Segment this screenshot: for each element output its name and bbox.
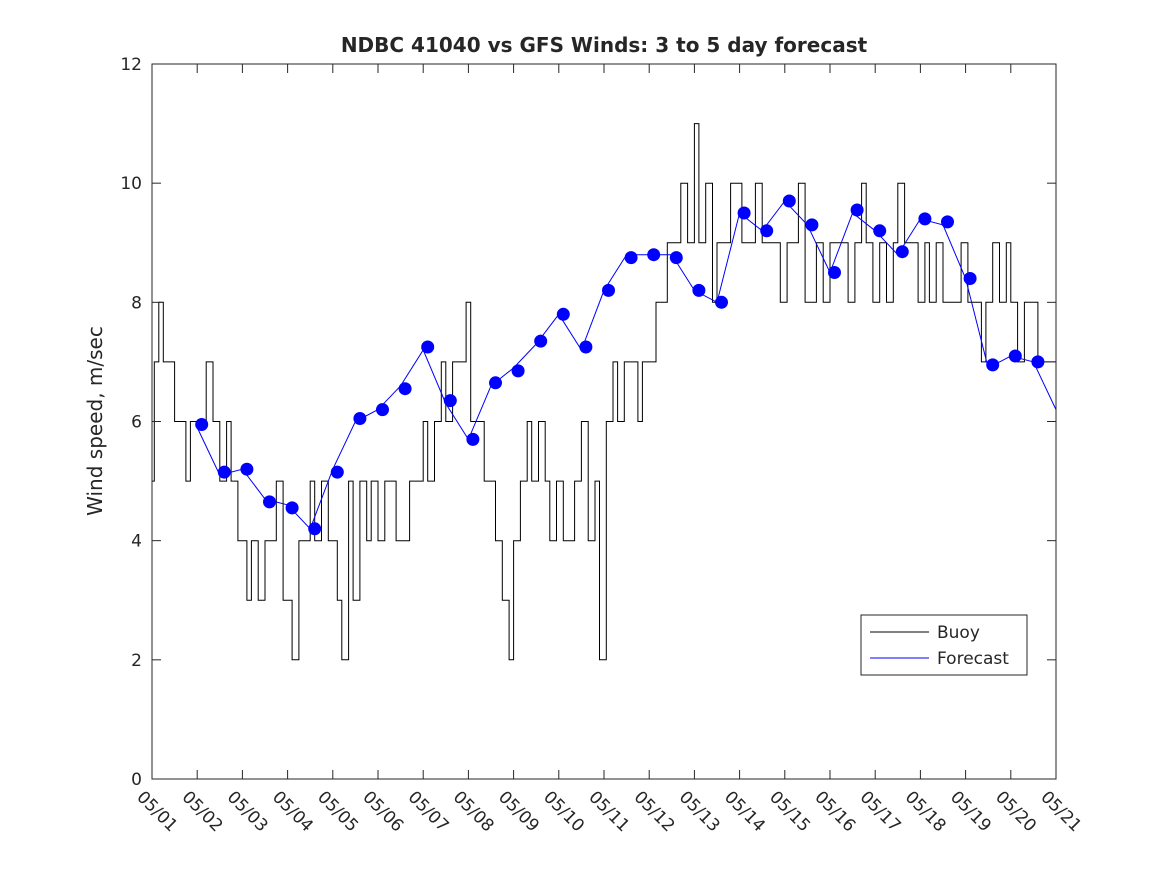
y-tick-label: 2 xyxy=(131,651,142,671)
forecast-point xyxy=(534,334,548,348)
forecast-point xyxy=(850,203,864,217)
y-tick-label: 6 xyxy=(131,413,142,433)
chart-title: NDBC 41040 vs GFS Winds: 3 to 5 day fore… xyxy=(341,33,868,57)
forecast-point xyxy=(602,283,615,297)
forecast-point xyxy=(669,251,683,265)
forecast-point xyxy=(263,495,276,509)
forecast-point xyxy=(376,403,389,417)
forecast-point xyxy=(511,364,525,378)
forecast-point xyxy=(873,224,887,238)
forecast-point xyxy=(217,465,231,479)
legend: Buoy Forecast xyxy=(860,614,1028,676)
forecast-point xyxy=(782,194,796,208)
forecast-point xyxy=(285,501,299,515)
y-tick-label: 12 xyxy=(120,55,142,75)
forecast-point xyxy=(579,340,593,354)
forecast-point xyxy=(715,295,728,309)
buoy-series-line xyxy=(152,123,1056,661)
forecast-point xyxy=(443,394,457,408)
forecast-point xyxy=(895,245,909,259)
forecast-point xyxy=(828,266,841,279)
series-layer xyxy=(152,123,1057,661)
forecast-point xyxy=(692,283,706,297)
forecast-point xyxy=(918,212,932,226)
y-tick-label: 10 xyxy=(120,174,142,194)
legend-buoy-label: Buoy xyxy=(937,623,980,643)
forecast-point xyxy=(466,432,480,446)
forecast-point xyxy=(737,206,751,220)
legend-forecast-label: Forecast xyxy=(937,649,1009,669)
forecast-point xyxy=(647,248,661,262)
forecast-point xyxy=(556,307,570,321)
forecast-point xyxy=(195,418,209,431)
legend-box xyxy=(860,614,1028,676)
forecast-point xyxy=(986,358,1000,372)
forecast-point xyxy=(308,522,322,536)
forecast-point xyxy=(963,272,977,285)
forecast-point xyxy=(353,412,367,425)
forecast-point xyxy=(624,251,638,265)
forecast-point xyxy=(941,215,954,229)
y-tick-label: 8 xyxy=(131,293,142,313)
forecast-point xyxy=(240,462,254,476)
y-tick-label: 0 xyxy=(131,770,142,790)
forecast-point xyxy=(489,376,502,390)
y-tick-label: 4 xyxy=(131,532,142,552)
forecast-point xyxy=(330,465,344,479)
y-axis-label: Wind speed, m/sec xyxy=(83,326,107,516)
forecast-point xyxy=(398,382,412,396)
forecast-point xyxy=(805,218,819,232)
forecast-point xyxy=(1008,349,1022,363)
forecast-point xyxy=(1031,355,1045,369)
forecast-point xyxy=(421,340,435,354)
forecast-point xyxy=(760,224,774,238)
